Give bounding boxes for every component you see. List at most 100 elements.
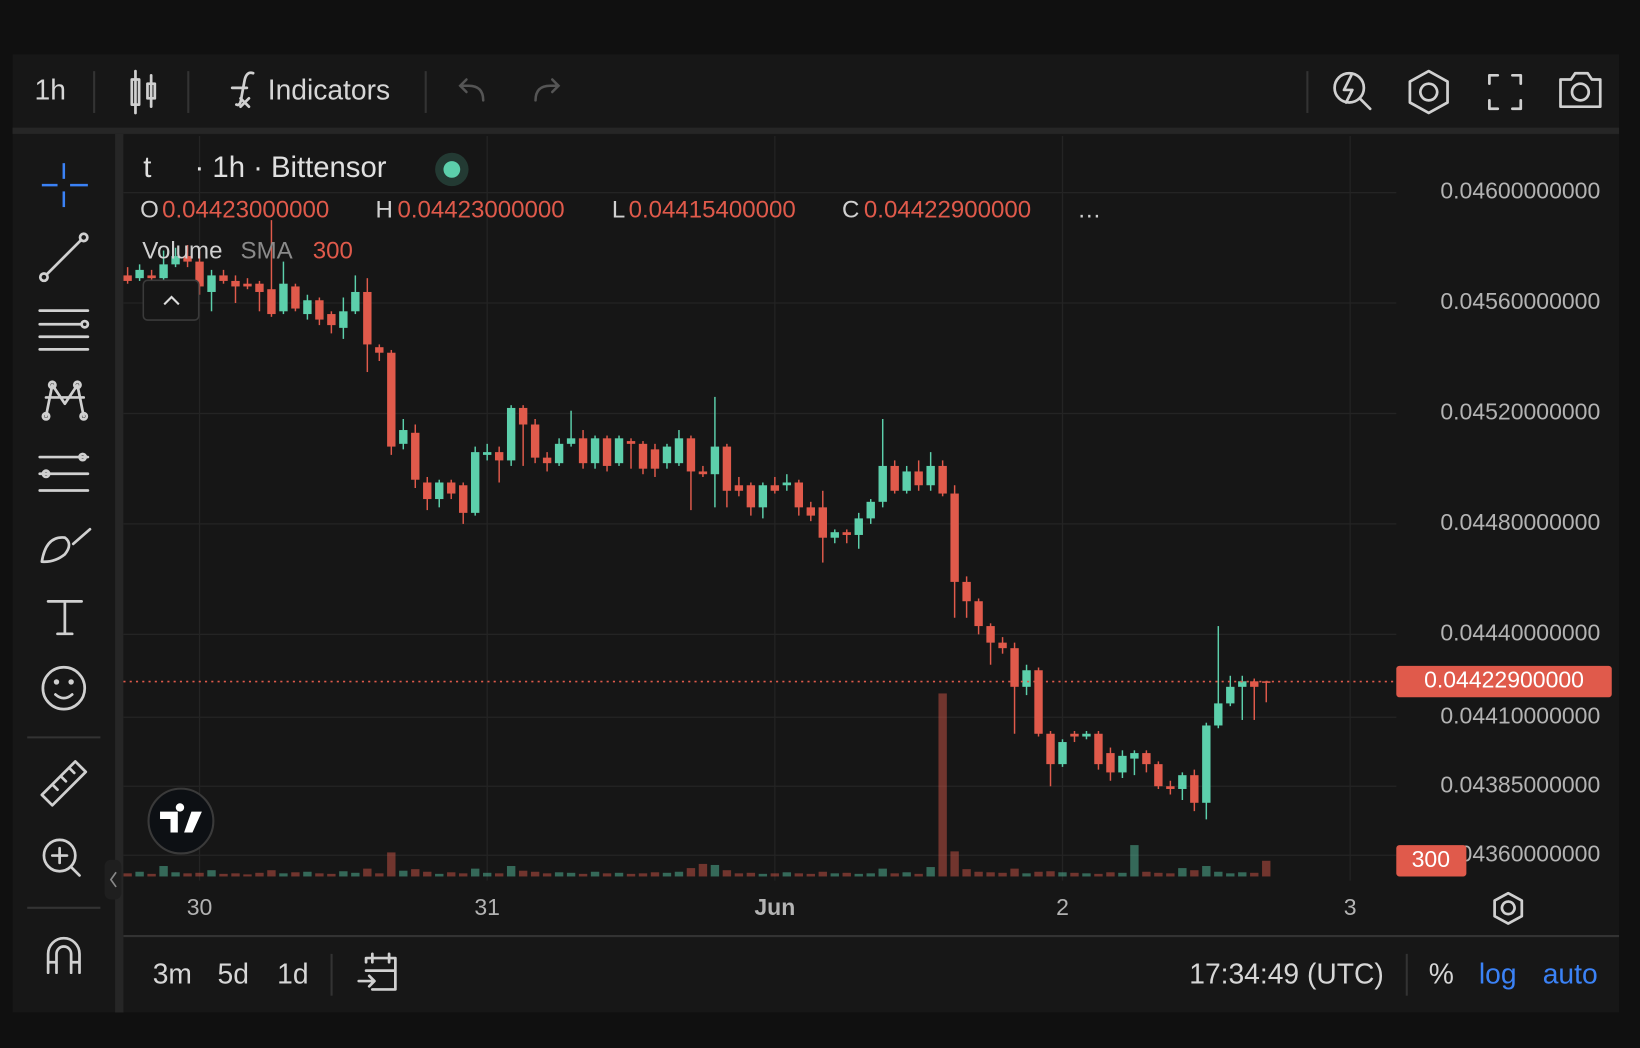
price-tick-label: 0.04600000000 xyxy=(1440,178,1600,204)
candle-body xyxy=(626,441,636,444)
last-price-label: 0.04422900000 xyxy=(1424,667,1584,693)
candle-body xyxy=(602,438,612,466)
candle-body xyxy=(650,449,660,469)
settings-button[interactable] xyxy=(1408,69,1449,115)
volume-bar xyxy=(1046,871,1055,877)
volume-bar xyxy=(662,872,672,877)
text-tool[interactable] xyxy=(46,600,83,636)
candle-body xyxy=(1010,648,1019,687)
volume-bar xyxy=(135,871,144,877)
volume-bar xyxy=(830,873,839,877)
timeframe-button[interactable]: 1h xyxy=(35,73,66,105)
candle-body xyxy=(938,465,947,494)
range-button[interactable]: 5d xyxy=(218,957,249,989)
time-tick-label: 31 xyxy=(474,894,500,920)
undo-button[interactable] xyxy=(458,78,485,102)
zoom-tool[interactable] xyxy=(42,838,81,877)
ohlc-value: 0.04415400000 xyxy=(629,197,796,224)
candle-body xyxy=(1094,733,1103,765)
candle-body xyxy=(159,264,168,279)
volume-bar xyxy=(650,872,660,877)
last-price-badge xyxy=(1396,665,1612,698)
symbol-description[interactable]: · 1h · Bittensor xyxy=(195,151,387,184)
candle-body xyxy=(794,482,804,508)
volume-bar xyxy=(854,873,863,877)
screenshot-button[interactable] xyxy=(1559,71,1602,109)
candle-body xyxy=(890,465,899,491)
volume-bar xyxy=(974,871,983,877)
candle-body xyxy=(1250,681,1259,687)
price-tick-label: 0.04480000000 xyxy=(1440,509,1600,535)
candle-body xyxy=(974,601,983,627)
bottom-bar: 3m 5d 1d 17:34:49 (UTC) % log auto xyxy=(153,952,1598,996)
candle-body xyxy=(578,438,588,464)
volume-bar xyxy=(207,870,216,877)
chart-area xyxy=(123,135,1620,937)
candle-body xyxy=(1202,725,1211,803)
volume-bar xyxy=(303,871,312,877)
range-button[interactable]: 1d xyxy=(277,957,308,989)
volume-indicator: SMA xyxy=(241,237,293,264)
volume-bar xyxy=(1226,873,1235,877)
volume-bar xyxy=(291,872,300,877)
volume-bar xyxy=(1058,872,1067,877)
candle-body xyxy=(351,291,360,312)
candle-body xyxy=(1118,755,1127,773)
redo-button[interactable] xyxy=(534,78,561,102)
volume-bar xyxy=(1250,872,1259,877)
candle-body xyxy=(315,300,324,320)
quick-search-button[interactable] xyxy=(1333,71,1372,111)
volume-bar xyxy=(722,870,732,877)
time-tick-label: 3 xyxy=(1344,894,1357,920)
candle-body xyxy=(494,452,504,461)
fullscreen-button[interactable] xyxy=(1488,73,1523,111)
prediction-tool[interactable] xyxy=(38,452,90,492)
measure-tool[interactable] xyxy=(40,760,88,807)
legend-more[interactable]: … xyxy=(1077,197,1101,224)
candle-body xyxy=(1106,753,1115,773)
volume-bar xyxy=(1154,872,1163,877)
axis-settings[interactable] xyxy=(1493,891,1524,925)
volume-bar xyxy=(818,871,827,877)
magnet-tool[interactable] xyxy=(46,936,81,975)
volume-bar xyxy=(243,874,252,877)
log-toggle[interactable]: log xyxy=(1479,957,1517,989)
auto-toggle[interactable]: auto xyxy=(1543,957,1598,989)
indicators-button[interactable]: Indicators xyxy=(268,73,390,105)
brush-tool[interactable] xyxy=(40,527,92,564)
clock[interactable]: 17:34:49 (UTC) xyxy=(1189,957,1383,989)
volume-bar xyxy=(842,872,851,877)
trend-line-tool[interactable] xyxy=(38,232,89,283)
volume-bar xyxy=(686,868,696,877)
ohlc-value: 0.04423000000 xyxy=(162,197,329,224)
pattern-tool[interactable] xyxy=(41,380,89,421)
candle-body xyxy=(123,275,132,281)
ohlc-label: H xyxy=(375,197,392,224)
candle-body xyxy=(758,485,768,508)
crosshair-tool[interactable] xyxy=(41,163,88,208)
volume-name[interactable]: Volume xyxy=(142,237,222,264)
candle-body xyxy=(231,280,240,287)
indicators-icon[interactable] xyxy=(230,71,255,109)
chart-type-button[interactable] xyxy=(130,69,157,115)
fib-tool[interactable] xyxy=(38,309,90,351)
candle-body xyxy=(1214,703,1223,726)
candle-body xyxy=(926,465,935,486)
axes: 0.04600000000 0.04560000000 0.04520000000 0… xyxy=(123,178,1612,920)
candle-body xyxy=(423,482,432,500)
collapse-sidebar[interactable] xyxy=(104,859,122,900)
tradingview-logo[interactable] xyxy=(147,787,215,855)
emoji-tool[interactable] xyxy=(41,665,87,711)
symbol-ticker[interactable]: t xyxy=(143,151,151,184)
range-button[interactable]: 3m xyxy=(153,957,192,989)
volume-bar xyxy=(327,873,336,877)
candle-body xyxy=(363,291,372,345)
volume-bar xyxy=(794,873,804,877)
volume-bar xyxy=(171,872,180,877)
legend-collapse[interactable] xyxy=(142,279,200,321)
candle-body xyxy=(435,482,444,500)
price-tick-label: 0.04360000000 xyxy=(1440,840,1600,866)
goto-date-button[interactable] xyxy=(357,952,397,991)
percent-toggle[interactable]: % xyxy=(1429,957,1454,989)
